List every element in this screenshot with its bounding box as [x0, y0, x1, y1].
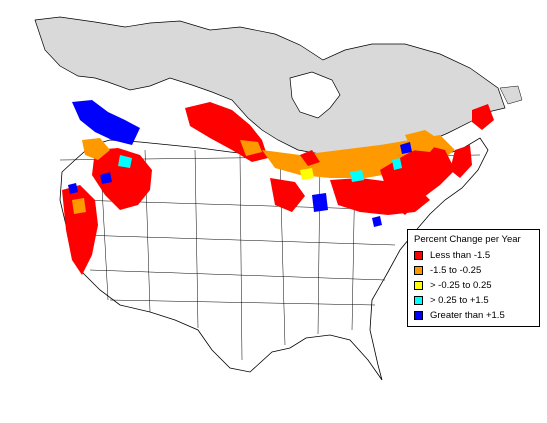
legend: Percent Change per Year Less than -1.5 -… [407, 229, 540, 327]
legend-label: Less than -1.5 [430, 250, 491, 261]
pacific-northwest-cluster [62, 100, 152, 275]
legend-item: > -0.25 to 0.25 [414, 280, 492, 291]
legend-title: Percent Change per Year [414, 234, 521, 245]
legend-label: > 0.25 to +1.5 [430, 295, 489, 306]
eastern-cluster [380, 104, 494, 215]
legend-label: Greater than +1.5 [430, 310, 505, 321]
legend-item: Less than -1.5 [414, 250, 490, 261]
legend-swatch [414, 281, 423, 290]
legend-item: Greater than +1.5 [414, 310, 505, 321]
legend-item: -1.5 to -0.25 [414, 265, 481, 276]
legend-swatch [414, 296, 423, 305]
legend-label: -1.5 to -0.25 [430, 265, 482, 276]
legend-swatch [414, 311, 423, 320]
legend-item: > 0.25 to +1.5 [414, 295, 489, 306]
legend-label: > -0.25 to 0.25 [430, 280, 492, 291]
boreal-west-cluster [185, 102, 268, 162]
legend-swatch [414, 251, 423, 260]
legend-swatch [414, 266, 423, 275]
hudson-bay [289, 71, 341, 119]
northeast-island [499, 85, 523, 105]
